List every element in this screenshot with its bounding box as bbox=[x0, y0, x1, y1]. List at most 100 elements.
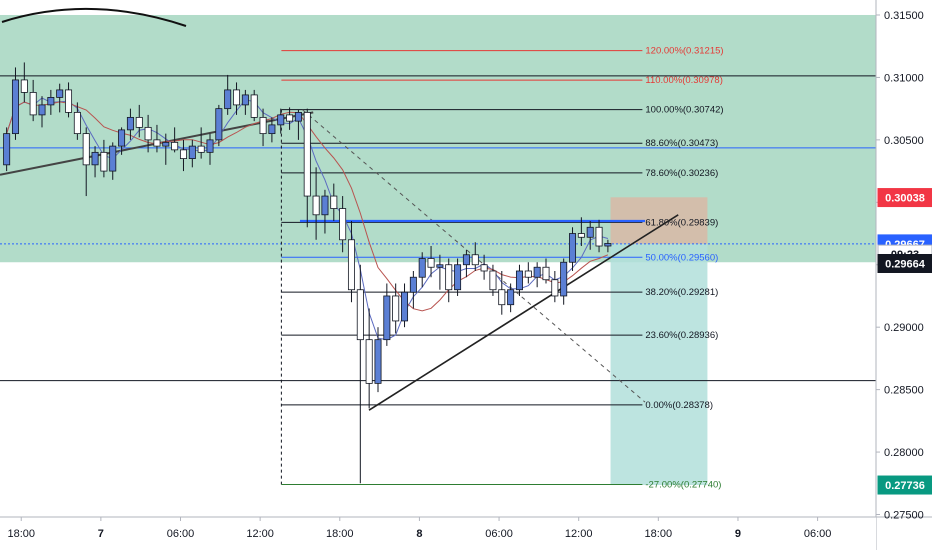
candle-body bbox=[47, 97, 55, 106]
fib-level-label: 120.00%(0.31215) bbox=[645, 46, 723, 57]
candle-body bbox=[65, 89, 73, 113]
fib-level-label: 61.80%(0.29839) bbox=[645, 217, 718, 228]
candle-body bbox=[595, 226, 603, 247]
y-tick-label: 0.31000 bbox=[884, 72, 924, 84]
fib-level-label: -27.00%(0.27740) bbox=[645, 480, 721, 491]
y-tick-label: 0.30500 bbox=[884, 135, 924, 147]
candle-body bbox=[498, 289, 506, 306]
candle-body bbox=[73, 111, 81, 135]
candle-body bbox=[392, 295, 400, 322]
candle-body bbox=[29, 92, 37, 116]
y-tick-label: 0.27500 bbox=[884, 510, 924, 522]
candle-body bbox=[330, 195, 338, 209]
trendline-1[interactable] bbox=[368, 214, 679, 411]
candle-body bbox=[241, 94, 249, 106]
candle-body bbox=[277, 114, 285, 126]
fib-level-label: 50.00%(0.29560) bbox=[645, 252, 718, 263]
y-tick-label: 0.28500 bbox=[884, 385, 924, 397]
fib-level-label: 0.00%(0.28378) bbox=[645, 400, 713, 411]
candle-body bbox=[560, 261, 568, 297]
candle-body bbox=[11, 79, 19, 135]
candle-body bbox=[153, 139, 161, 147]
candle-body bbox=[586, 226, 594, 238]
candle-body bbox=[144, 126, 152, 141]
candle-body bbox=[162, 141, 170, 147]
candle-body bbox=[268, 124, 276, 135]
zones-layer bbox=[0, 14, 876, 486]
candle-body bbox=[339, 208, 347, 241]
candle-body bbox=[507, 289, 515, 306]
fib-level-label: 100.00%(0.30742) bbox=[645, 105, 723, 116]
candle-body bbox=[356, 289, 364, 341]
candle-body bbox=[206, 139, 214, 153]
candle-body bbox=[135, 116, 143, 128]
candle-body bbox=[3, 133, 11, 166]
candle-body bbox=[471, 254, 479, 266]
candle-body bbox=[524, 270, 532, 278]
candle-body bbox=[409, 276, 417, 293]
x-tick-label: 18:00 bbox=[645, 528, 673, 540]
candle-body bbox=[542, 266, 550, 281]
x-tick-label: 18:00 bbox=[7, 528, 35, 540]
candle-body bbox=[312, 195, 320, 216]
price-badge-label: 0.30038 bbox=[885, 193, 925, 205]
x-tick-label: 12:00 bbox=[246, 528, 274, 540]
fib-level-label: 23.60%(0.28936) bbox=[645, 330, 718, 341]
candle-body bbox=[489, 270, 497, 291]
x-tick-label: 06:00 bbox=[485, 528, 513, 540]
candle-body bbox=[533, 266, 541, 278]
candle-body bbox=[515, 270, 523, 291]
candle-body bbox=[347, 239, 355, 291]
candle-body bbox=[569, 233, 577, 263]
candle-body bbox=[365, 339, 373, 384]
x-tick-label: 9 bbox=[735, 528, 741, 540]
candle-body bbox=[577, 233, 585, 238]
candle-body bbox=[82, 133, 90, 166]
candle-body bbox=[445, 264, 453, 291]
y-tick-label: 0.28000 bbox=[884, 447, 924, 459]
candle-body bbox=[436, 264, 444, 268]
candle-body bbox=[171, 141, 179, 151]
candle-body bbox=[224, 89, 232, 110]
candles-layer bbox=[3, 62, 612, 484]
price-axis-background bbox=[876, 0, 932, 550]
fib-level-label: 38.20%(0.29281) bbox=[645, 287, 718, 298]
price-badge bbox=[877, 253, 932, 273]
candle-body bbox=[197, 145, 205, 153]
candle-body bbox=[250, 94, 258, 118]
candle-body bbox=[233, 89, 241, 106]
candle-body bbox=[427, 258, 435, 268]
candle-body bbox=[20, 79, 28, 93]
price-badge bbox=[877, 475, 932, 495]
candle-body bbox=[551, 279, 559, 297]
candle-body bbox=[188, 145, 196, 159]
zone-2 bbox=[610, 243, 708, 486]
fib-level-label: 78.60%(0.30236) bbox=[645, 168, 718, 179]
candle-body bbox=[604, 243, 612, 247]
candle-body bbox=[374, 339, 382, 384]
fib-level-label: 88.60%(0.30473) bbox=[645, 138, 718, 149]
candle-body bbox=[418, 258, 426, 278]
horizontal-lines-layer bbox=[0, 75, 876, 382]
candle-body bbox=[480, 264, 488, 272]
candle-body bbox=[100, 151, 108, 172]
x-tick-label: 7 bbox=[98, 528, 104, 540]
freehand-arc bbox=[1, 8, 187, 27]
candle-body bbox=[126, 116, 134, 131]
time-axis-background bbox=[0, 517, 876, 550]
candle-body bbox=[56, 89, 64, 98]
candle-body bbox=[179, 149, 187, 159]
candle-body bbox=[109, 145, 117, 172]
candle-body bbox=[286, 114, 294, 122]
freehand-drawing-layer bbox=[1, 8, 187, 27]
x-tick-label: 12:00 bbox=[565, 528, 593, 540]
candle-body bbox=[215, 108, 223, 141]
candle-body bbox=[303, 111, 311, 197]
candle-body bbox=[38, 104, 46, 116]
candle-body bbox=[91, 151, 99, 166]
x-tick-label: 18:00 bbox=[326, 528, 354, 540]
y-tick-label: 0.29000 bbox=[884, 322, 924, 334]
